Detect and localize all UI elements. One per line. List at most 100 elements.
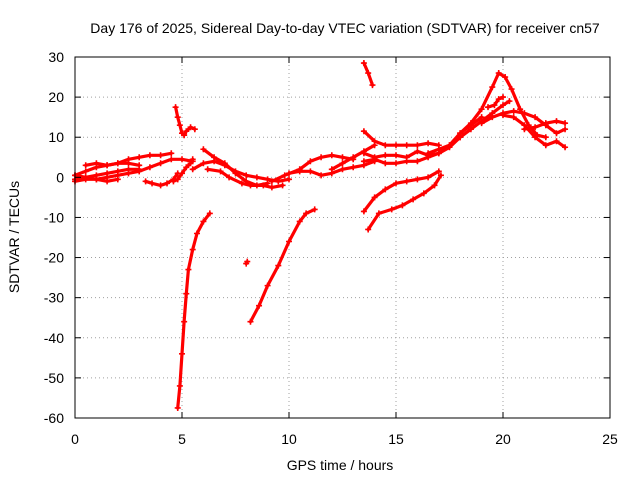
data-point	[264, 180, 271, 187]
data-point	[146, 164, 153, 171]
data-point	[425, 140, 432, 147]
data-point	[393, 152, 399, 159]
data-point	[286, 238, 292, 245]
data-point	[562, 144, 569, 151]
data-point	[542, 120, 549, 127]
data-point	[478, 106, 485, 113]
data-point	[174, 404, 181, 411]
data-point	[502, 74, 509, 81]
data-point	[307, 168, 314, 175]
data-point	[187, 124, 194, 131]
data-point	[114, 160, 121, 167]
data-point	[510, 108, 517, 115]
series-track-14	[247, 206, 318, 325]
data-point	[365, 226, 372, 233]
data-point	[339, 160, 346, 167]
chart-title: Day 176 of 2025, Sidereal Day-to-day VTE…	[90, 20, 600, 36]
y-tick-label: 10	[48, 129, 64, 145]
series-track-29	[485, 94, 506, 111]
data-point	[206, 210, 213, 217]
data-point	[176, 122, 183, 129]
series-line	[248, 207, 317, 324]
data-point	[168, 150, 175, 157]
data-point	[157, 160, 164, 167]
data-point	[168, 156, 175, 163]
series-track-7	[170, 156, 196, 185]
data-point	[382, 152, 389, 159]
data-point	[500, 112, 506, 119]
data-point	[104, 162, 111, 169]
data-point	[183, 164, 190, 171]
data-point	[104, 178, 111, 185]
y-tick-label: -30	[44, 290, 64, 306]
data-point	[125, 160, 132, 167]
data-point	[489, 84, 496, 91]
data-point	[467, 126, 474, 133]
y-tick-label: -20	[44, 250, 64, 266]
data-point	[114, 176, 121, 183]
data-point	[382, 186, 389, 193]
data-point	[339, 154, 346, 161]
data-point	[500, 102, 506, 109]
series-track-21	[360, 114, 485, 167]
y-tick-label: 0	[56, 169, 64, 185]
data-point	[281, 172, 288, 179]
series-track-18	[360, 60, 376, 89]
data-point	[500, 94, 506, 101]
y-tick-label: -60	[44, 410, 64, 426]
data-point	[296, 218, 303, 225]
data-point	[296, 168, 303, 175]
data-point	[371, 194, 378, 201]
series-line	[366, 173, 443, 232]
data-point	[247, 318, 254, 325]
y-tick-label: -10	[44, 209, 64, 225]
data-point	[532, 124, 539, 131]
data-point	[200, 160, 207, 167]
data-point	[388, 206, 395, 213]
data-point	[174, 176, 181, 183]
data-point	[183, 290, 190, 297]
data-layer	[72, 60, 569, 411]
data-point	[393, 142, 399, 149]
data-point	[318, 172, 325, 179]
series-track-23	[365, 172, 444, 233]
data-point	[467, 120, 474, 127]
data-point	[311, 206, 318, 213]
x-tick-label: 5	[178, 431, 186, 447]
y-tick-label: 30	[48, 49, 64, 65]
data-point	[562, 126, 569, 133]
data-point	[393, 160, 399, 167]
data-point	[303, 210, 310, 217]
series-track-27	[500, 112, 569, 151]
series-line	[176, 211, 212, 410]
data-point	[339, 166, 346, 173]
data-point	[542, 134, 549, 141]
data-point	[478, 120, 485, 127]
data-point	[82, 168, 89, 175]
data-point	[275, 262, 282, 269]
data-point	[532, 134, 539, 141]
data-point	[360, 208, 367, 215]
data-point	[414, 148, 421, 155]
data-point	[553, 130, 560, 137]
data-point	[286, 170, 292, 177]
data-point	[431, 182, 438, 189]
data-point	[232, 170, 239, 177]
data-point	[562, 120, 569, 127]
gridlines	[75, 57, 610, 418]
y-tick-label: 20	[48, 89, 64, 105]
series-track-15	[268, 152, 357, 185]
data-point	[553, 118, 560, 125]
y-tick-label: -50	[44, 370, 64, 386]
data-point	[181, 132, 188, 139]
data-point	[521, 110, 528, 117]
data-point	[446, 142, 453, 149]
data-point	[185, 266, 192, 273]
data-point	[495, 96, 502, 103]
data-point	[253, 182, 260, 189]
data-point	[256, 302, 263, 309]
data-point	[200, 146, 207, 153]
data-point	[253, 174, 260, 181]
